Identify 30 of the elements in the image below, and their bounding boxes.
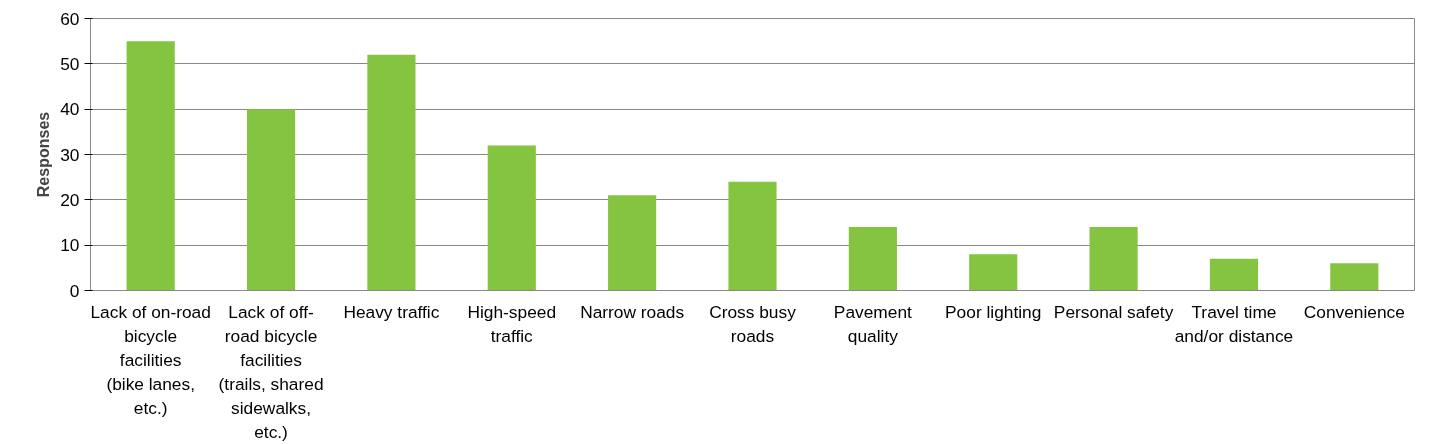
x-tick-label: Narrow roads: [580, 301, 685, 322]
y-tick-label: 20: [60, 189, 80, 210]
y-tick-label: 10: [60, 235, 80, 256]
y-tick-label: 0: [69, 280, 80, 301]
x-tick-label: Personal safety: [1053, 301, 1174, 322]
x-tick-label: Cross busy roads: [709, 301, 797, 346]
y-tick-label: 40: [60, 99, 80, 120]
bar: [848, 227, 897, 291]
bar: [1209, 258, 1259, 291]
bar: [367, 54, 416, 291]
x-tick-label: Poor lighting: [945, 301, 1042, 322]
x-tick-label: Travel time and/or distance: [1174, 301, 1294, 346]
bar: [1089, 227, 1138, 291]
x-tick-label: Heavy traffic: [343, 301, 440, 322]
x-tick-label: High-speed traffic: [467, 301, 557, 346]
x-tick-label: Convenience: [1303, 301, 1405, 322]
y-tick-label: 60: [60, 8, 80, 29]
y-tick-label: 50: [60, 53, 80, 74]
y-tick-label: 30: [60, 144, 80, 165]
x-tick-label: Lack of off-road bicycle facilities (trails, shared sidewalks, etc.): [218, 301, 324, 442]
bar: [608, 195, 657, 291]
bar: [1330, 263, 1379, 291]
x-tick-label: Lack of on-road bicycle facilities (bike lanes, etc.): [90, 301, 211, 418]
y-axis-title: Responses: [35, 111, 53, 198]
x-tick-label: Pavement quality: [833, 301, 913, 346]
bar: [246, 109, 296, 291]
bar: [728, 181, 777, 291]
bar: [126, 41, 175, 291]
bar: [487, 145, 536, 291]
bar: [969, 254, 1018, 291]
